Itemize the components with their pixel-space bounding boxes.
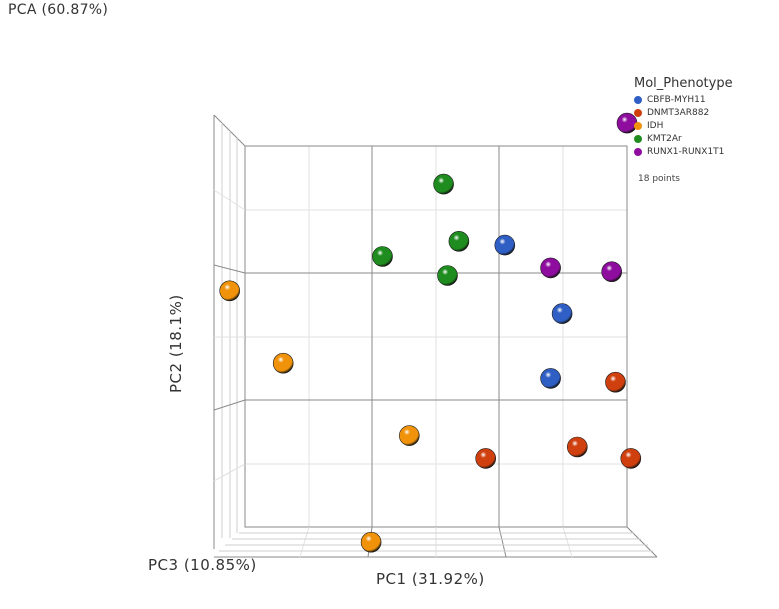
legend-swatch [634,147,642,156]
data-point[interactable] [272,352,294,374]
data-point[interactable] [437,265,458,286]
data-point[interactable] [605,371,626,393]
data-point[interactable] [540,368,561,389]
legend-swatch [634,95,642,104]
data-point[interactable] [566,436,588,458]
x-axis-label: PC1 (31.92%) [376,570,485,588]
data-point[interactable] [601,261,623,283]
chart-title: PCA (60.87%) [8,2,109,18]
legend-label: DNMT3AR882 [647,107,710,118]
legend-item[interactable]: IDH [634,119,733,132]
legend-label: KMT2Ar [647,133,682,144]
points-count: 18 points [638,174,680,184]
legend-item[interactable]: DNMT3AR882 [634,106,733,119]
legend-swatch [634,108,642,117]
back-plane-grid [244,145,628,528]
legend-swatch [634,134,642,143]
data-point[interactable] [551,303,573,324]
data-point[interactable] [475,448,497,469]
data-point[interactable] [448,231,470,252]
data-point[interactable] [219,280,240,302]
data-point[interactable] [620,448,642,469]
side-plane-grid [213,114,246,549]
legend-label: CBFB-MYH11 [647,94,706,105]
legend-label: IDH [647,120,664,131]
data-point[interactable] [360,531,382,553]
legend-label: RUNX1-RUNX1T1 [647,146,725,157]
legend-items: CBFB-MYH11 DNMT3AR882 IDH KMT2Ar RUNX1-RUNX1… [634,93,733,158]
data-points [219,112,642,553]
legend-title: Mol_Phenotype [634,76,733,91]
legend-item[interactable]: CBFB-MYH11 [634,93,733,106]
data-point[interactable] [433,173,454,195]
data-point[interactable] [398,425,420,446]
legend-item[interactable]: RUNX1-RUNX1T1 [634,145,733,158]
data-point[interactable] [494,234,516,256]
data-point[interactable] [540,257,561,279]
legend: Mol_Phenotype CBFB-MYH11 DNMT3AR882 IDH KMT… [634,76,733,158]
data-point[interactable] [372,246,393,267]
legend-swatch [634,121,642,130]
legend-item[interactable]: KMT2Ar [634,132,733,145]
floor-plane-grid [214,526,658,558]
y-axis-label: PC2 (18.1%) [167,294,185,393]
z-axis-label: PC3 (10.85%) [148,556,257,574]
